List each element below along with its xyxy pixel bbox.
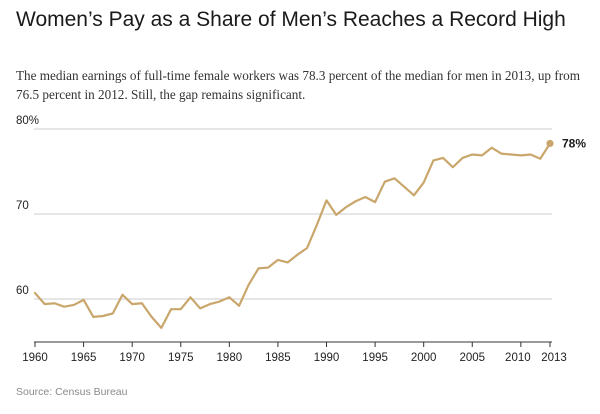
x-tick-label-2013: 2013 bbox=[541, 352, 567, 364]
x-tick-label-1970: 1970 bbox=[119, 352, 145, 364]
x-tick-label-1980: 1980 bbox=[217, 352, 243, 364]
chart-subtitle: The median earnings of full-time female … bbox=[16, 68, 580, 102]
x-axis-ticks: 1960 1965 1970 1975 1980 1985 1990 1995 2000 2005… bbox=[22, 342, 567, 364]
source-note: Source: Census Bureau bbox=[16, 386, 128, 398]
y-tick-label-70: 70 bbox=[16, 200, 29, 212]
series-line-0 bbox=[33, 142, 552, 329]
x-tick-label-1995: 1995 bbox=[362, 352, 388, 364]
y-axis-ticks: 60 70 80% bbox=[16, 115, 39, 297]
y-tick-label-60: 60 bbox=[16, 285, 29, 297]
x-tick-label-2000: 2000 bbox=[411, 352, 437, 364]
y-tick-label-80: 80% bbox=[16, 115, 39, 127]
x-tick-label-1975: 1975 bbox=[168, 352, 194, 364]
end-labels: 78% bbox=[562, 136, 586, 150]
chart-title: Women’s Pay as a Share of Men’s Reaches … bbox=[16, 8, 566, 31]
x-tick-label-1990: 1990 bbox=[314, 352, 340, 364]
x-tick-label-1960: 1960 bbox=[22, 352, 48, 364]
x-tick-label-2010: 2010 bbox=[505, 352, 531, 364]
x-tick-label-1965: 1965 bbox=[71, 352, 97, 364]
grid-lines bbox=[34, 128, 552, 343]
end-point-marker bbox=[546, 139, 554, 148]
x-tick-label-1985: 1985 bbox=[265, 352, 291, 364]
end-value-label: 78% bbox=[562, 136, 586, 150]
series-line bbox=[33, 139, 554, 329]
x-tick-label-2005: 2005 bbox=[459, 352, 485, 364]
